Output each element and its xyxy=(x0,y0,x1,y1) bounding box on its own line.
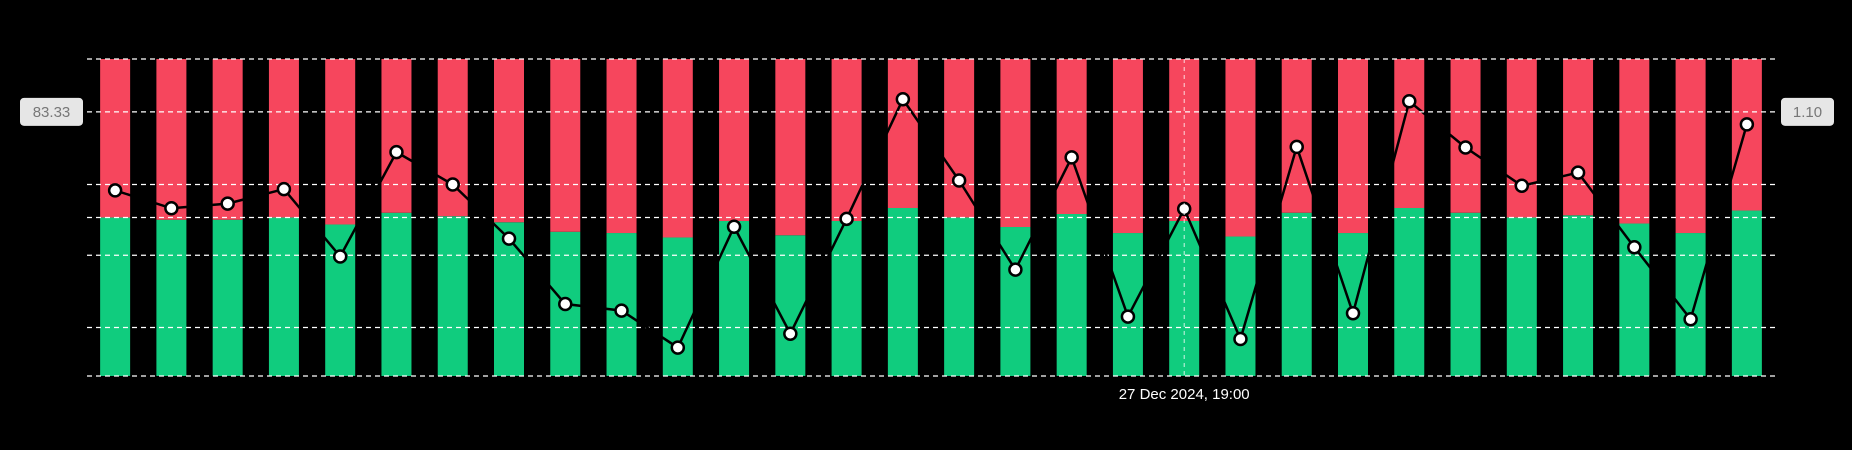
bar-segment xyxy=(381,59,412,213)
bar-segment xyxy=(606,59,637,234)
bar-segment xyxy=(1281,59,1312,213)
ratio-point xyxy=(1683,311,1698,327)
ratio-point xyxy=(1120,309,1136,324)
ratio-point xyxy=(558,296,573,312)
bar-segment xyxy=(1000,59,1031,228)
bar-segment xyxy=(381,212,412,376)
ratio-point xyxy=(332,249,348,264)
bar-segment xyxy=(1225,59,1256,237)
ratio-point xyxy=(614,303,629,318)
bar-segment xyxy=(887,207,918,376)
bar-segment xyxy=(325,59,356,225)
bar-segment xyxy=(1112,59,1143,234)
bar-segment xyxy=(212,59,243,220)
bar-segment xyxy=(662,237,693,376)
ratio-point xyxy=(1289,139,1304,155)
ratio-point xyxy=(1345,306,1361,321)
ratio-point xyxy=(1739,117,1755,132)
bar-segment xyxy=(1506,217,1537,376)
bar-segment xyxy=(325,224,356,376)
ratio-point xyxy=(1570,165,1586,180)
bar-segment xyxy=(1506,59,1537,218)
ratio-point xyxy=(164,201,179,216)
bar-segment xyxy=(831,220,862,376)
ratio-point xyxy=(1008,262,1023,277)
bar-segment xyxy=(1450,212,1481,376)
bar-segment xyxy=(775,59,806,236)
bar-segment xyxy=(944,59,975,218)
crosshair-y-label: 83.33 xyxy=(33,104,71,121)
bar-segment xyxy=(944,217,975,376)
bar-segment xyxy=(831,59,862,221)
ratio-point xyxy=(1627,239,1642,255)
ratio-point xyxy=(1064,150,1079,165)
bar-segment xyxy=(494,222,524,376)
bar-segment xyxy=(100,217,131,376)
ratio-point xyxy=(445,177,460,192)
bar-segment xyxy=(775,235,806,376)
crosshair-y-box xyxy=(20,97,83,126)
bar-segment xyxy=(1563,215,1594,376)
bar-segment xyxy=(437,59,468,217)
ratio-point xyxy=(1233,331,1248,347)
ratio-point xyxy=(1458,140,1473,155)
bar-segment xyxy=(1112,233,1143,376)
ratio-line xyxy=(114,96,1749,350)
bar-segment xyxy=(1731,59,1762,211)
bar-segment xyxy=(156,219,187,376)
bar-segment xyxy=(1338,59,1368,234)
crosshair-y2-box xyxy=(1781,97,1834,126)
bar-segment xyxy=(437,216,468,376)
bar-segment xyxy=(1731,210,1762,376)
ratio-point xyxy=(895,92,911,107)
bar-segment xyxy=(719,59,750,221)
ratio-point xyxy=(220,196,235,211)
bar-segment xyxy=(268,217,299,376)
ratio-point xyxy=(1514,178,1530,194)
ratio-point xyxy=(389,144,404,160)
crosshair-y2-label: 1.10 xyxy=(1793,104,1822,121)
bar-segment xyxy=(887,59,918,208)
ratio-point xyxy=(670,340,686,355)
ratio-point xyxy=(951,173,967,188)
ratio-point xyxy=(1402,94,1417,109)
bar-segment xyxy=(494,59,524,223)
bar-segment xyxy=(156,59,187,220)
bar-segment xyxy=(1056,214,1087,376)
ratio-point xyxy=(783,326,798,341)
ratio-point xyxy=(726,219,742,234)
ratio-point xyxy=(839,211,854,227)
bar-segment xyxy=(1619,59,1650,224)
bar-segment xyxy=(1281,212,1312,376)
bar-segment xyxy=(1394,59,1425,208)
ratio-point xyxy=(501,231,517,246)
crosshair-x-label: 27 Dec 2024, 19:00 xyxy=(1119,386,1250,403)
bar-segment xyxy=(1338,233,1368,376)
bar-segment xyxy=(1394,207,1425,376)
bar-segment xyxy=(1450,59,1481,213)
ratio-point xyxy=(276,181,292,197)
bar-segment xyxy=(550,59,581,232)
ratio-point xyxy=(107,183,123,198)
bar-segment xyxy=(212,219,243,376)
bar-segment xyxy=(1675,59,1706,234)
bar-segment xyxy=(1563,59,1594,216)
bar-segment xyxy=(662,59,693,238)
